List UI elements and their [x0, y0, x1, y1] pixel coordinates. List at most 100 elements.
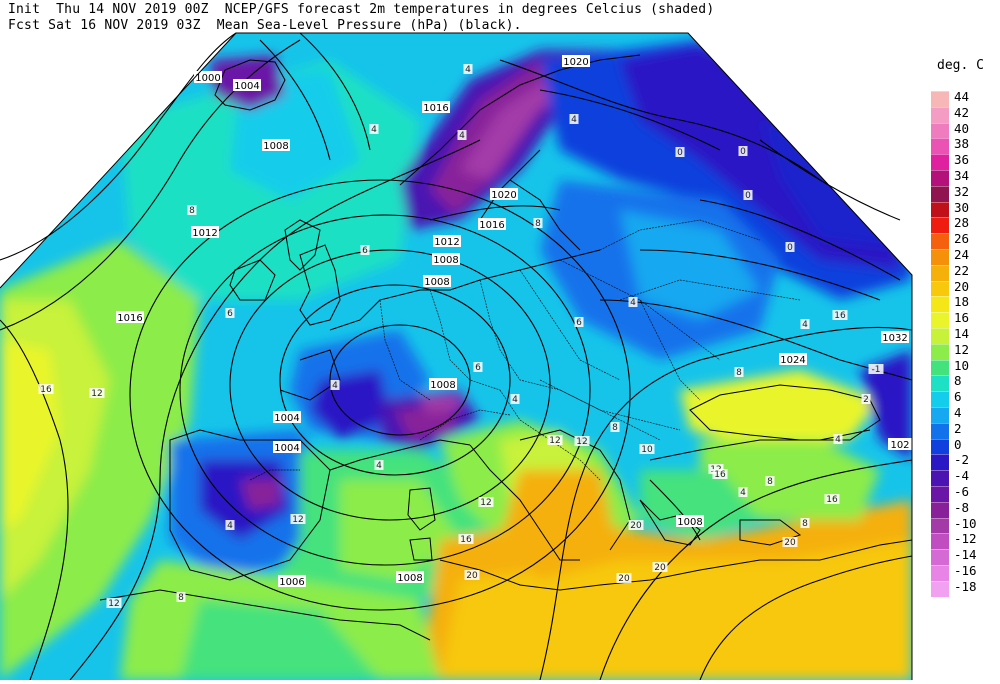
legend-label: 30	[954, 199, 970, 215]
legend-label: -16	[954, 563, 977, 578]
temp-label: 4	[376, 461, 382, 471]
legend-label: 34	[954, 168, 970, 183]
isobar-label: 1004	[274, 443, 299, 454]
legend-swatch	[931, 549, 949, 566]
legend-label: 24	[954, 247, 970, 262]
legend-swatch	[931, 138, 949, 155]
temp-label: 10	[641, 445, 653, 455]
temp-label: 12	[91, 389, 102, 399]
isobar-label: 1000	[195, 73, 220, 84]
temp-label: 4	[571, 115, 577, 125]
legend-swatch	[931, 154, 949, 171]
temp-label: 16	[460, 535, 472, 545]
isobar-label: 1004	[274, 413, 299, 424]
legend-swatch	[931, 580, 949, 597]
isobar-label: 1008	[433, 255, 458, 266]
legend-swatch	[931, 517, 949, 534]
legend-swatch	[931, 470, 949, 487]
legend-label: 16	[954, 310, 970, 326]
temp-label: 4	[371, 125, 377, 135]
temp-label: 2	[863, 395, 869, 405]
temp-label: 8	[736, 368, 742, 378]
temp-label: 8	[178, 593, 184, 603]
temp-label: 0	[740, 147, 746, 157]
legend-label: -12	[954, 531, 977, 547]
legend-title: deg. C	[937, 58, 984, 73]
temp-label: 4	[459, 131, 465, 141]
temp-label: 8	[189, 206, 195, 216]
isobar-labels: 1000 1004 1008 1012 1016 1016 1016 1020 …	[116, 55, 912, 588]
legend-swatch	[931, 217, 949, 234]
legend-swatch	[931, 233, 949, 250]
temp-label: 16	[714, 470, 726, 480]
isobar-label: 1016	[423, 103, 448, 114]
legend-swatch	[931, 106, 949, 123]
legend-label: -18	[954, 578, 977, 594]
temp-label: 12	[549, 436, 560, 446]
legend-label: 36	[954, 152, 970, 168]
temp-label: 12	[108, 599, 119, 609]
legend-label: 42	[954, 104, 970, 120]
temp-label: 6	[362, 246, 368, 256]
legend-label: 38	[954, 136, 970, 152]
legend-swatch	[931, 422, 949, 439]
legend-label: 6	[954, 389, 962, 405]
legend-label: 40	[954, 120, 970, 136]
temp-label: 4	[512, 395, 518, 405]
header-init-line: Init Thu 14 NOV 2019 00Z NCEP/GFS foreca…	[8, 2, 715, 17]
temp-label: 8	[767, 477, 773, 487]
legend-swatch	[931, 170, 949, 186]
isobar-label: 1012	[192, 228, 217, 239]
legend-label: 18	[954, 294, 970, 310]
temp-label: 0	[677, 148, 683, 158]
legend-label: -10	[954, 515, 977, 531]
isobar-label: 1008	[430, 380, 455, 391]
temp-label: 6	[475, 363, 481, 373]
isobar-label: 1024	[780, 355, 805, 366]
temp-label: 20	[630, 521, 642, 531]
temp-label: 20	[466, 571, 478, 581]
temp-label: 20	[784, 538, 796, 548]
temp-label: 8	[612, 423, 618, 433]
temp-label: 0	[787, 243, 793, 253]
temp-label: 20	[618, 574, 630, 584]
legend-swatch	[931, 454, 949, 471]
temp-label: 4	[332, 381, 338, 391]
legend-swatch	[931, 438, 949, 455]
temp-label: -1	[872, 365, 881, 375]
temp-label: 4	[227, 521, 233, 531]
legend-swatch	[931, 185, 949, 202]
temp-label: 12	[576, 437, 587, 447]
legend-label: 10	[954, 357, 970, 373]
legend-label: 44	[954, 89, 970, 104]
legend-swatch	[931, 391, 949, 408]
legend-label: -14	[954, 547, 977, 563]
legend-label: -8	[954, 499, 970, 515]
legend-swatch	[931, 343, 949, 360]
temp-label: 4	[802, 320, 808, 330]
legend-label: -6	[954, 484, 970, 499]
legend-swatch	[931, 486, 949, 502]
isobar-label: 1032	[882, 333, 907, 344]
temp-label: 8	[802, 519, 808, 529]
legend-swatch	[931, 264, 949, 281]
coastlines	[99, 54, 913, 641]
legend-label: -4	[954, 468, 970, 484]
isobar-label: 1004	[234, 81, 259, 92]
legend-label: 8	[954, 373, 962, 389]
temp-labels: 4 4 4 4 8 6 8 6 4 0 0 0 4 4 6 4 6 8 12 1…	[38, 64, 884, 609]
isobar-label: 102	[890, 440, 909, 451]
isobar-label: 1008	[424, 277, 449, 288]
legend-swatch	[931, 122, 949, 139]
isobar-label: 1012	[434, 237, 459, 248]
legend-label: 26	[954, 231, 970, 247]
temp-label: 4	[465, 65, 471, 75]
temp-label: 16	[826, 495, 838, 505]
legend-swatch	[931, 249, 949, 265]
temp-label: 16	[834, 311, 846, 321]
legend-label: 20	[954, 278, 970, 294]
isobar-label: 1008	[397, 573, 422, 584]
temp-label: 12	[292, 515, 303, 525]
legend-label: 14	[954, 326, 970, 341]
